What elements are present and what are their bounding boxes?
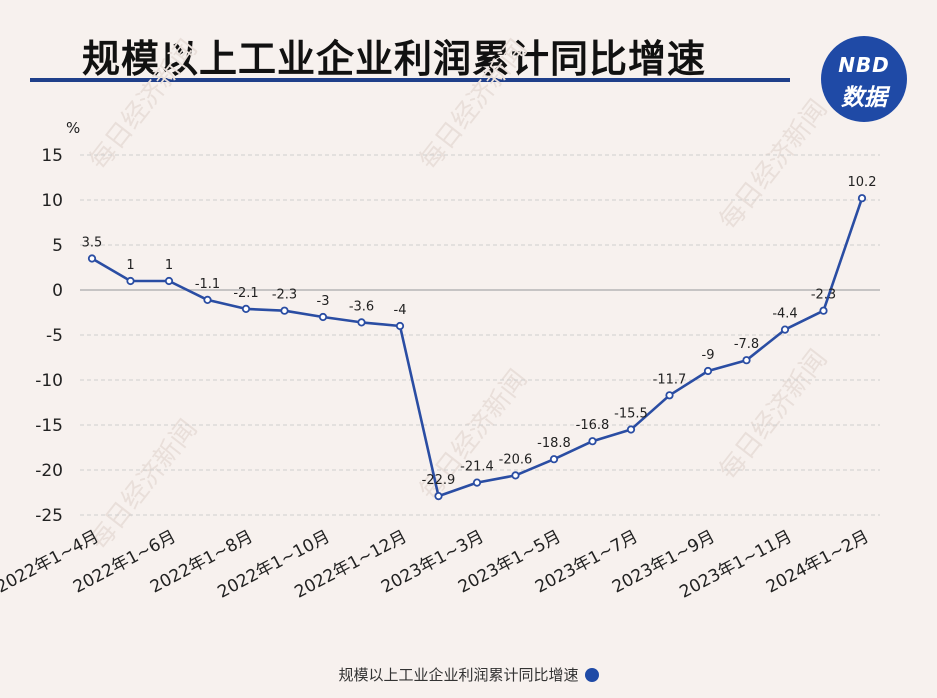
x-axis: 2022年1~4月2022年1~6月2022年1~8月2022年1~10月202… [0,527,872,603]
data-label: -7.8 [734,337,759,352]
logo-text-top: NBD [838,53,890,77]
data-label: -4.4 [772,307,797,322]
legend: 规模以上工业企业利润累计同比增速 [0,664,937,685]
data-point [549,455,559,464]
grid-lines [80,154,880,516]
data-label: -18.8 [537,436,571,451]
data-label: 10.2 [848,175,877,190]
y-axis: 15 10 5 0 -5 -10 -15 -20 -25% [35,119,80,526]
data-label: -21.4 [460,460,494,475]
nbd-logo: NBD 数据 [821,36,907,122]
data-point [857,194,867,203]
data-point [357,318,366,327]
data-point [742,356,751,365]
data-points [87,194,867,501]
data-labels: 3.5 1 1 -1.1 -2.1 -2.3 -3 -3.6 -4 -22.9 -21.4 -20.6… [82,175,877,488]
data-point [819,306,828,315]
data-point [280,306,289,315]
data-label: -9 [702,348,715,363]
data-label: -16.8 [576,418,610,433]
data-point [126,276,135,286]
data-label: -11.7 [653,372,687,387]
y-tick-label: -20 [35,461,63,481]
data-label: -2.3 [811,288,836,303]
logo-text-bottom: 数据 [841,85,887,111]
data-label: -3.6 [349,299,374,314]
data-point [434,491,443,501]
data-point [472,478,482,487]
y-tick-label: -25 [35,506,63,526]
data-label: -2.3 [272,288,297,303]
data-point [780,325,790,334]
data-point [241,304,251,313]
y-tick-label: 0 [52,281,63,301]
data-point [164,276,174,286]
data-label: -2.1 [233,286,258,301]
data-point [87,254,97,263]
y-tick-label: -15 [35,416,63,436]
y-tick-label: 15 [41,146,63,166]
y-tick-label: -5 [46,326,63,346]
data-point [318,312,328,322]
title-underline [30,78,790,82]
data-point [511,471,520,480]
legend-marker [584,668,599,682]
y-tick-label: -10 [35,371,63,391]
y-axis-unit: % [66,119,80,137]
data-label: -20.6 [499,452,533,467]
y-tick-label: 10 [41,191,63,211]
data-label: 1 [165,258,173,273]
data-label: -1.1 [195,277,220,292]
legend-label: 规模以上工业企业利润累计同比增速 [338,666,579,684]
data-label: -15.5 [614,407,648,422]
data-label: -4 [394,303,407,318]
data-point [203,295,212,304]
data-label: 3.5 [82,236,103,251]
data-point [588,437,597,446]
data-point [665,391,674,400]
chart-title: 规模以上工业企业利润累计同比增速 [82,37,707,81]
data-point [395,321,405,331]
data-point [703,366,713,376]
data-label: -3 [317,294,330,309]
y-tick-label: 5 [52,236,63,256]
data-point [626,425,636,434]
data-label: 1 [126,258,134,273]
data-label: -22.9 [422,473,456,488]
watermark-text: 每日经济新闻 [714,94,834,235]
watermark-text: 每日经济新闻 [84,414,204,555]
